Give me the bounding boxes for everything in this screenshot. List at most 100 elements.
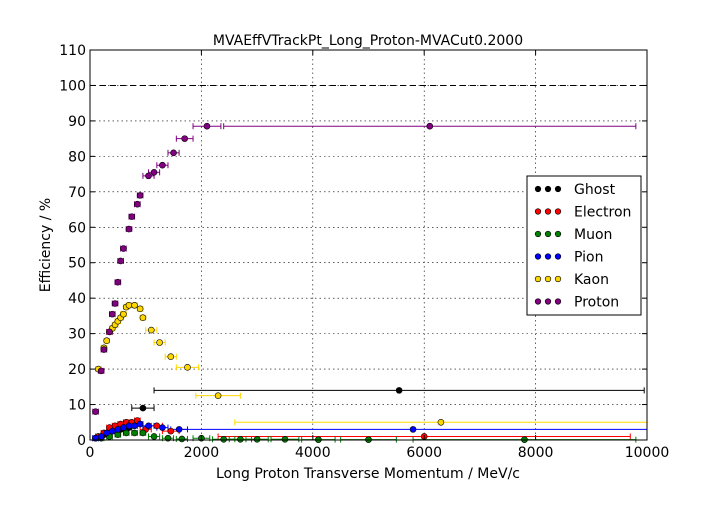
pion-point (176, 426, 182, 432)
y-tick-label: 100 (59, 78, 86, 94)
pion-point (145, 423, 151, 429)
kaon-point (126, 302, 132, 308)
y-tick-label: 0 (77, 433, 86, 449)
legend-proton-marker (545, 299, 551, 305)
x-axis-label: Long Proton Transverse Momentum / MeV/c (216, 466, 520, 482)
pion-point (104, 430, 110, 436)
proton-point (159, 162, 165, 168)
kaon-point (438, 419, 444, 425)
muon-point (140, 430, 146, 436)
kaon-point (140, 315, 146, 321)
x-tick-label: 2000 (184, 445, 220, 461)
y-tick-label: 110 (59, 43, 86, 59)
chart-title: MVAEffVTrackPt_Long_Proton-MVACut0.2000 (213, 33, 523, 49)
legend-electron-marker (545, 209, 551, 215)
kaon-point (148, 327, 154, 333)
legend-pion-marker (555, 254, 561, 260)
pion-point (115, 426, 121, 432)
y-tick-label: 70 (68, 185, 86, 201)
proton-point (134, 201, 140, 207)
proton-point (93, 409, 99, 415)
proton-point (101, 347, 107, 353)
legend-kaon-marker (535, 276, 541, 282)
legend-muon-label: Muon (574, 227, 612, 243)
proton-point (126, 226, 132, 232)
y-tick-label: 50 (68, 256, 86, 272)
legend-ghost-marker (535, 186, 541, 192)
pion-point (410, 426, 416, 432)
proton-point (118, 258, 124, 264)
proton-point (120, 246, 126, 252)
legend-pion-marker (535, 254, 541, 260)
ghost-point (396, 387, 402, 393)
y-tick-label: 80 (68, 149, 86, 165)
legend-ghost-marker (545, 186, 551, 192)
kaon-point (215, 393, 221, 399)
kaon-point (137, 306, 143, 312)
proton-point (129, 214, 135, 220)
legend-kaon-marker (555, 276, 561, 282)
x-tick-label: 8000 (518, 445, 554, 461)
y-tick-label: 40 (68, 291, 86, 307)
muon-point (221, 436, 227, 442)
kaon-point (120, 311, 126, 317)
muon-point (179, 436, 185, 442)
proton-point (137, 192, 143, 198)
legend-electron-label: Electron (574, 205, 631, 221)
muon-point (151, 433, 157, 439)
legend-ghost-label: Ghost (574, 182, 616, 198)
legend-proton-label: Proton (574, 295, 619, 311)
proton-point (204, 123, 210, 129)
y-tick-label: 30 (68, 327, 86, 343)
pion-point (120, 425, 126, 431)
y-axis-label: Efficiency / % (38, 198, 54, 292)
muon-point (254, 436, 260, 442)
y-tick-label: 90 (68, 114, 86, 130)
legend-pion-label: Pion (574, 250, 603, 266)
legend-proton-marker (555, 299, 561, 305)
proton-point (112, 301, 118, 307)
legend-ghost-marker (555, 186, 561, 192)
x-tick-label: 10000 (625, 445, 670, 461)
legend-proton-marker (535, 299, 541, 305)
pion-point (98, 433, 104, 439)
ghost-point (140, 405, 146, 411)
pion-point (132, 423, 138, 429)
legend-kaon-label: Kaon (574, 272, 609, 288)
proton-point (171, 150, 177, 156)
kaon-point (157, 340, 163, 346)
y-tick-label: 10 (68, 398, 86, 414)
muon-point (282, 436, 288, 442)
proton-point (115, 279, 121, 285)
proton-point (145, 173, 151, 179)
x-tick-label: 4000 (295, 445, 331, 461)
kaon-point (104, 338, 110, 344)
proton-point (106, 329, 112, 335)
muon-point (237, 436, 243, 442)
x-tick-label: 0 (86, 445, 95, 461)
legend: Ghost Electron Muon Pion Kaon Proton (527, 176, 641, 315)
pion-point (126, 423, 132, 429)
electron-point (168, 428, 174, 434)
legend-electron-marker (535, 209, 541, 215)
muon-point (132, 430, 138, 436)
legend-muon-marker (535, 231, 541, 237)
proton-point (98, 368, 104, 374)
y-tick-label: 20 (68, 362, 86, 378)
proton-point (151, 169, 157, 175)
pion-point (159, 425, 165, 431)
legend-kaon-marker (545, 276, 551, 282)
kaon-point (132, 302, 138, 308)
kaon-point (168, 354, 174, 360)
legend-muon-marker (545, 231, 551, 237)
y-tick-label: 60 (68, 220, 86, 236)
legend-electron-marker (555, 209, 561, 215)
kaon-point (184, 364, 190, 370)
proton-point (427, 123, 433, 129)
legend-muon-marker (555, 231, 561, 237)
pion-point (109, 428, 115, 434)
legend-pion-marker (545, 254, 551, 260)
x-tick-label: 6000 (406, 445, 442, 461)
